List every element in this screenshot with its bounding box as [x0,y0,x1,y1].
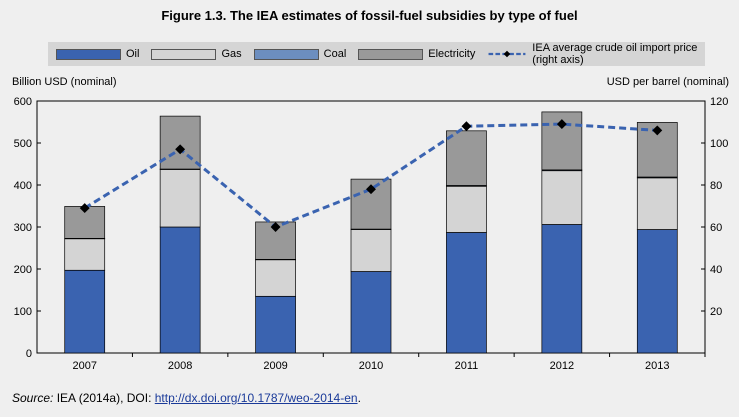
legend-item-oil-price: IEA average crude oil import price (righ… [487,42,701,66]
legend-swatch-coal [253,48,319,60]
y-axis-left-tick-label: 200 [14,264,32,276]
y-axis-right-tick-label: 60 [710,222,722,234]
bar-gas-2011 [446,185,487,233]
legend-label-oil-price: IEA average crude oil import price (righ… [532,42,698,66]
bar-gas-2010 [350,229,392,272]
y-axis-left-label: Billion USD (nominal) [12,76,117,88]
bar-gas-2009 [255,259,296,297]
bar-electricity-2012 [541,111,583,171]
y-axis-left-tick-label: 600 [14,96,32,108]
x-axis-tick-label: 2012 [550,360,574,372]
bar-oil-2010 [350,271,392,354]
bar-gas-2007 [64,238,106,271]
x-axis-tick-label: 2010 [359,360,383,372]
bar-electricity-2011 [446,130,487,186]
y-axis-right-tick-label: 80 [710,180,722,192]
legend-swatch-electricity [358,48,424,60]
y-axis-right-label: USD per barrel (nominal) [606,76,729,88]
y-axis-left-tick-label: 500 [14,138,32,150]
oil-price-marker-2011 [461,121,472,132]
legend-label-oil: Oil [126,48,140,60]
bar-electricity-2008 [159,115,201,170]
bar-gas-2012 [541,170,583,225]
x-axis-tick-label: 2009 [263,360,287,372]
legend-swatch-oil-price [488,50,526,58]
chart-legend: Oil Gas Coal Electricity IEA average cru… [48,42,705,66]
legend-label-gas: Gas [221,48,242,60]
legend-label-electricity: Electricity [428,48,476,60]
bar-oil-2011 [446,232,487,354]
oil-price-marker-2013 [652,125,663,136]
chart-plot: 0 100 200 300 400 500 600 20 40 60 80 100 120 2007 200… [14,96,729,372]
legend-item-coal: Coal [253,48,347,60]
oil-price-marker-2012 [556,119,567,130]
y-axis-left-tick-label: 300 [14,222,32,234]
legend-swatch-oil [56,48,121,60]
oil-price-marker-2007 [79,203,90,214]
y-axis-left-tick-label: 0 [26,348,32,360]
x-axis-tick-label: 2011 [455,360,479,372]
y-axis-right-tick-label: 20 [710,306,722,318]
x-axis-tick-label: 2013 [645,360,669,372]
legend-item-gas: Gas [151,48,242,60]
oil-price-marker-2010 [366,184,376,195]
source-label: Source: [12,391,54,405]
y-axis-left-tick-label: 100 [14,306,32,318]
bar-oil-2008 [159,226,201,354]
bar-gas-2013 [636,177,678,230]
source-note: Source: IEA (2014a), DOI: http://dx.doi.… [12,391,361,405]
bar-oil-2007 [64,269,106,354]
y-axis-right-tick-label: 100 [710,138,728,150]
bar-oil-2012 [541,224,583,354]
legend-item-oil: Oil [56,48,139,60]
legend-item-electricity: Electricity [358,48,475,60]
source-link[interactable]: http://dx.doi.org/10.1787/weo-2014-en [154,391,358,405]
legend-label-coal: Coal [323,48,347,60]
source-end: . [357,391,361,405]
bar-gas-2008 [159,169,201,228]
legend-swatch-gas [151,48,217,60]
bar-oil-2009 [255,295,296,354]
bar-oil-2013 [636,229,678,354]
y-axis-left-tick-label: 400 [14,180,32,192]
x-axis-tick-label: 2007 [72,360,96,372]
y-axis-right-tick-label: 120 [710,96,728,108]
oil-price-marker-2009 [270,222,281,232]
oil-price-marker-2008 [175,144,186,155]
source-text: IEA (2014a), DOI: [53,391,155,405]
y-axis-right-tick-label: 40 [710,264,722,276]
figure-title: Figure 1.3. The IEA estimates of fossil-… [161,8,578,23]
x-axis-tick-label: 2008 [168,360,192,372]
